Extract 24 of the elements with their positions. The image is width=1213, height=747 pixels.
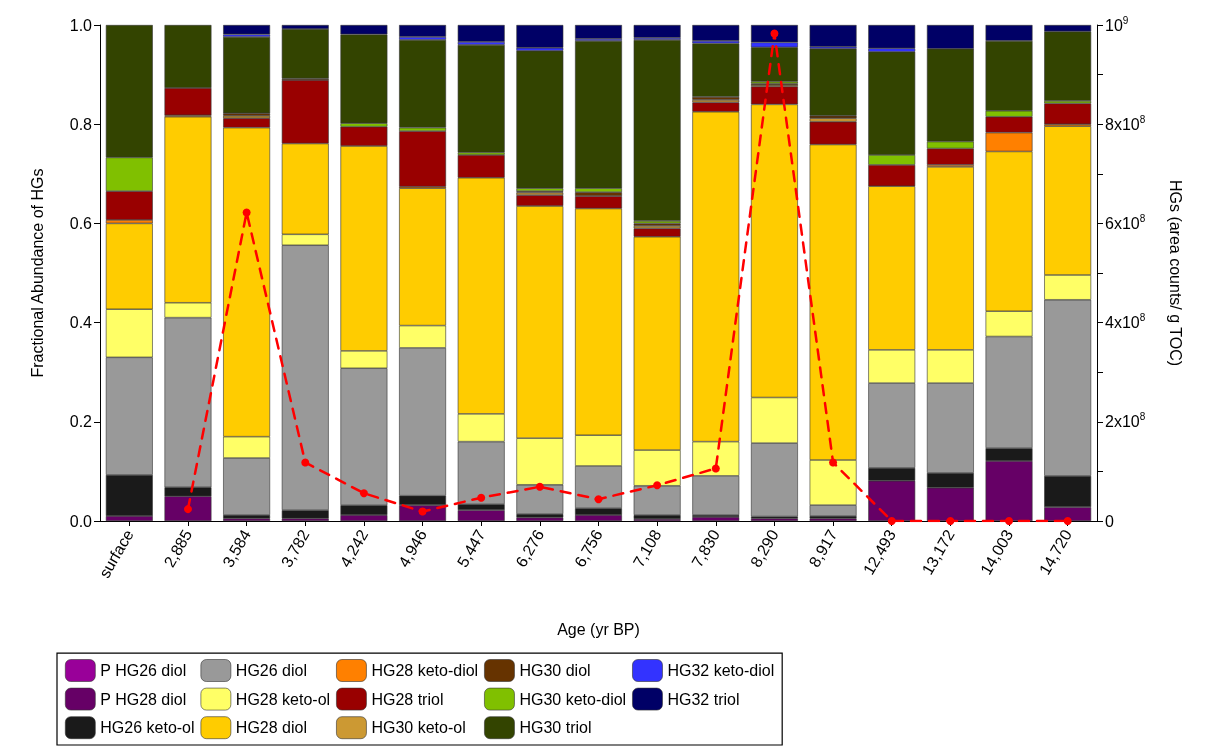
x-axis-title: Age (yr BP) [557, 620, 640, 638]
y-tick-label: 0.4 [69, 314, 93, 332]
legend-label: P HG26 diol [100, 662, 187, 679]
legend-label: HG30 diol [519, 662, 591, 679]
legend-label: HG30 keto-diol [519, 690, 627, 708]
legend-label: HG28 keto-ol [235, 690, 331, 708]
legend-label: HG26 keto-ol [100, 719, 195, 737]
legend-label: P HG28 diol [100, 690, 187, 708]
legend-label: HG32 keto-diol [667, 662, 775, 679]
y-axis-title: Fractional Abundance of HGs [28, 168, 46, 378]
legend-label: HG28 keto-diol [371, 662, 479, 679]
y-tick-label: 0.8 [69, 115, 93, 133]
legend-label: HG30 keto-ol [371, 719, 466, 737]
y2-axis-title: HGs (area counts/ g TOC) [1166, 179, 1184, 367]
legend-label: HG26 diol [235, 662, 308, 679]
legend-label: HG30 triol [519, 719, 592, 737]
y-tick-label: 1.0 [69, 16, 93, 34]
legend-label: HG28 triol [371, 690, 444, 708]
y-tick-label: 0.6 [69, 214, 93, 232]
y-tick-label: 0.0 [69, 512, 93, 530]
y-tick-label: 0.2 [69, 413, 93, 431]
y2-tick-label: 0 [1105, 512, 1114, 530]
legend-label: HG32 triol [667, 690, 740, 708]
legend-label: HG28 diol [235, 719, 308, 737]
